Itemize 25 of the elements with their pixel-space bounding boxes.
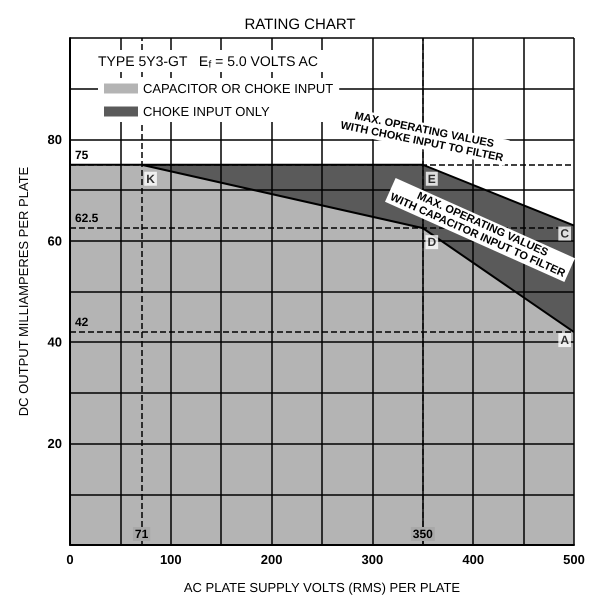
y-tick-label: 40: [48, 334, 62, 350]
legend-label: CAPACITOR OR CHOKE INPUT: [143, 81, 334, 96]
annotation: E: [428, 172, 436, 186]
x-tick-label: 300: [362, 552, 384, 567]
x-tick-label: 100: [160, 552, 182, 567]
x-tick-label: 400: [462, 552, 484, 567]
ref-line-label: 75: [75, 148, 89, 162]
y-axis-title: DC OUTPUT MILLIAMPERES PER PLATE: [16, 166, 31, 416]
x-axis-title: AC PLATE SUPPLY VOLTS (RMS) PER PLATE: [184, 580, 460, 595]
y-tick-label: 60: [48, 233, 62, 248]
x-tick-label: 500: [563, 552, 585, 567]
y-tick-label: 80: [48, 132, 62, 147]
y-tick-label: 20: [48, 436, 62, 452]
ref-line-label: 62.5: [75, 211, 99, 226]
ref-line-label: 42: [75, 315, 89, 330]
annotation: D: [427, 235, 436, 250]
annotation: A: [560, 333, 570, 348]
x-tick-label: 0: [66, 552, 74, 567]
annotation: C: [560, 226, 570, 241]
x-tick-label: 200: [260, 552, 282, 567]
chart-title: RATING CHART: [244, 16, 356, 33]
ref-line-label: 350: [412, 527, 434, 541]
annotation: K: [146, 172, 156, 186]
ref-line-label: 71: [134, 527, 149, 541]
legend-label: CHOKE INPUT ONLY: [143, 104, 270, 119]
